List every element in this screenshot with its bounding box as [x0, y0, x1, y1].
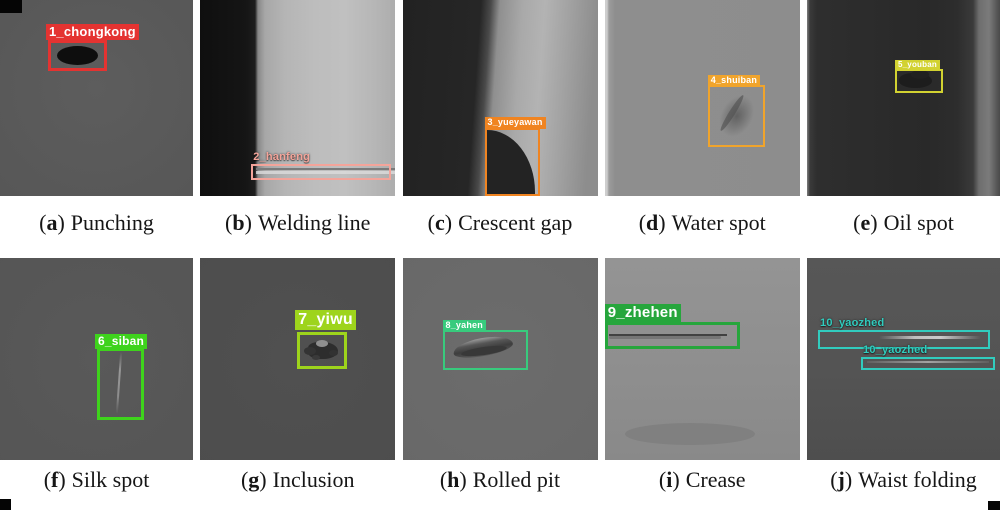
inclusion-blob [329, 350, 339, 356]
caption-d: (d) Water spot [605, 196, 800, 258]
scan-corner-artifact [988, 501, 1000, 510]
caption-letter: (j) [830, 467, 853, 492]
panel-image-rolled-pit: 8_yahen [402, 258, 598, 460]
waist-folding-streak [867, 361, 989, 363]
caption-text: Punching [70, 210, 154, 235]
bounding-box [895, 69, 943, 93]
caption-text: Welding line [257, 210, 371, 235]
bbox-label: 10_yaozhed [863, 344, 928, 356]
punching-hole-mark [57, 46, 98, 65]
bbox-label: 3_yueyawan [484, 117, 546, 129]
caption-text: Waist folding [858, 467, 977, 492]
waist-folding-streak [879, 336, 981, 339]
panel-image-waist-folding: 10_yaozhed 10_yaozhed [807, 258, 1000, 460]
scan-corner-artifact [0, 0, 22, 13]
bbox-label: 1_chongkong [46, 24, 139, 41]
caption-text: Rolled pit [472, 467, 561, 492]
crease-line [608, 334, 727, 336]
caption-g: (g) Inclusion [200, 460, 395, 510]
caption-letter: (f) [43, 467, 66, 492]
bounding-box [297, 332, 348, 369]
caption-letter: (g) [240, 467, 267, 492]
caption-text: Inclusion [272, 467, 355, 492]
bounding-box [97, 348, 144, 420]
caption-text: Oil spot [883, 210, 954, 235]
bbox-label: 8_yahen [442, 320, 486, 332]
panel-image-crease: 9_zhehen [604, 258, 800, 460]
weld-seam-dark-line [256, 168, 396, 170]
caption-text: Water spot [671, 210, 766, 235]
caption-c: (c) Crescent gap [403, 196, 598, 258]
bbox-label: 4_shuiban [707, 75, 761, 87]
caption-e: (e) Oil spot [807, 196, 1000, 258]
caption-letter: (e) [853, 210, 878, 235]
bounding-box [48, 40, 107, 71]
caption-text: Crease [685, 467, 746, 492]
inclusion-highlight [316, 340, 329, 347]
caption-letter: (c) [427, 210, 453, 235]
caption-letter: (a) [39, 210, 65, 235]
caption-letter: (d) [638, 210, 666, 235]
bounding-box [861, 357, 995, 370]
oil-spot-blob-tail [911, 70, 929, 79]
caption-f: (f) Silk spot [0, 460, 193, 510]
bounding-box [484, 128, 540, 196]
panel-image-water-spot: 4_shuiban [604, 0, 800, 196]
inclusion-blob [304, 347, 317, 355]
caption-j: (j) Waist folding [807, 460, 1000, 510]
caption-letter: (h) [439, 467, 467, 492]
bbox-label: 10_yaozhed [820, 317, 885, 329]
bbox-label: 5_youban [895, 60, 940, 71]
caption-h: (h) Rolled pit [403, 460, 598, 510]
panel-image-oil-spot: 5_youban [807, 0, 1000, 196]
caption-b: (b) Welding line [200, 196, 395, 258]
inclusion-blob [312, 355, 321, 360]
bbox-label: 6_siban [95, 334, 148, 350]
bbox-label: 2_hanfeng [253, 151, 311, 163]
bounding-box [251, 164, 392, 180]
caption-i: (i) Crease [605, 460, 800, 510]
caption-text: Crescent gap [458, 210, 573, 235]
bbox-label: 7_yiwu [295, 310, 356, 330]
bounding-box [707, 85, 765, 147]
caption-text: Silk spot [71, 467, 150, 492]
bbox-label: 9_zhehen [604, 304, 681, 323]
panel-image-silk-spot: 6_siban [0, 258, 193, 460]
crease-line-soft [608, 336, 721, 339]
caption-letter: (b) [225, 210, 252, 235]
weld-seam-light-line [256, 171, 396, 174]
panel-image-punching: 1_chongkong [0, 0, 193, 196]
panel-image-inclusion: 7_yiwu [200, 258, 396, 460]
bounding-box [604, 322, 740, 349]
caption-a: (a) Punching [0, 196, 193, 258]
caption-letter: (i) [658, 467, 680, 492]
panel-image-welding-line: 2_hanfeng [200, 0, 396, 196]
scan-corner-artifact [0, 499, 11, 510]
bounding-box [442, 330, 528, 370]
surface-shadow [624, 423, 755, 445]
bounding-box [818, 330, 990, 349]
panel-image-crescent-gap: 3_yueyawan [402, 0, 598, 196]
